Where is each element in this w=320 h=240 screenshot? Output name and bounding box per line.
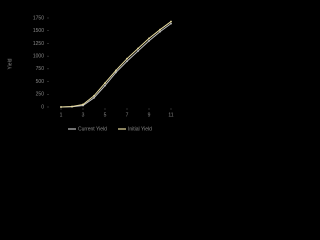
point <box>137 50 139 52</box>
legend-label: Current Yield <box>78 126 107 132</box>
x-tick-label: 3 <box>82 112 85 118</box>
y-tick-label: 1500 <box>33 28 44 34</box>
point <box>104 84 106 87</box>
point <box>159 30 161 33</box>
y-tick-label: 750 <box>36 66 45 72</box>
point <box>126 60 128 63</box>
point <box>82 103 84 106</box>
point <box>60 106 62 108</box>
point <box>115 71 117 74</box>
x-tick-label: 5 <box>104 112 107 118</box>
y-tick-label: 0 <box>41 104 44 110</box>
point <box>71 105 73 108</box>
y-tick-label: 1250 <box>33 41 44 47</box>
point <box>104 82 106 84</box>
x-tick-label: 1 <box>60 112 63 118</box>
legend-label: Initial Yield <box>128 126 152 132</box>
y-axis-label: Yield <box>7 58 13 69</box>
y-tick-label: 1750 <box>33 15 44 21</box>
point <box>93 96 95 99</box>
y-tick-label: 250 <box>36 92 45 98</box>
point <box>115 69 117 72</box>
point <box>170 20 172 23</box>
point <box>148 37 150 40</box>
chart: Yield 0 250 500 750 1000 1250 1500 1750 1 3 5 7 9 11 C… <box>0 0 200 146</box>
x-tick-label: 11 <box>168 112 173 118</box>
y-tick-label: 1000 <box>33 53 44 59</box>
point <box>126 57 128 60</box>
point <box>159 28 161 31</box>
point <box>93 94 95 97</box>
x-tick-label: 7 <box>126 112 129 118</box>
x-tick-label: 9 <box>148 112 151 118</box>
point <box>137 47 139 50</box>
point <box>148 39 150 42</box>
point <box>170 22 172 25</box>
y-tick-label: 500 <box>36 79 45 85</box>
